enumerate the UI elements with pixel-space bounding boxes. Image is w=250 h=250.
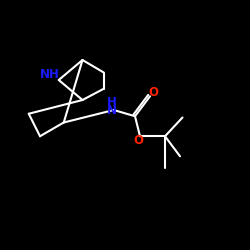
Text: O: O (149, 86, 159, 100)
Text: NH: NH (40, 68, 60, 82)
Text: N: N (107, 104, 117, 117)
Text: O: O (133, 134, 143, 147)
Text: H: H (107, 96, 117, 109)
